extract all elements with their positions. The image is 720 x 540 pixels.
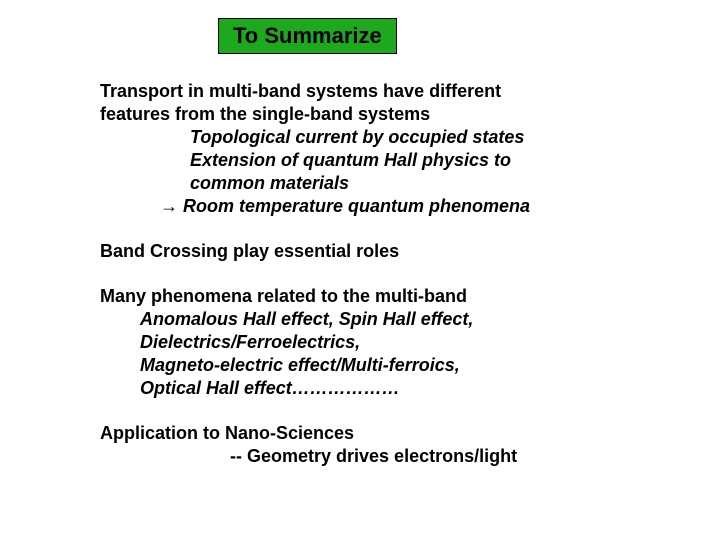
subline: Room temperature quantum phenomena (178, 196, 530, 216)
subline: -- Geometry drives electrons/light (100, 445, 660, 468)
subline: Magneto-electric effect/Multi-ferroics, (100, 354, 660, 377)
subline: Optical Hall effect……………… (100, 377, 660, 400)
subline: Extension of quantum Hall physics to (100, 149, 660, 172)
line: Many phenomena related to the multi-band (100, 285, 660, 308)
line: Application to Nano-Sciences (100, 422, 660, 445)
line: features from the single-band systems (100, 103, 660, 126)
subline: Anomalous Hall effect, Spin Hall effect, (100, 308, 660, 331)
title-box: To Summarize (218, 18, 397, 54)
arrow-icon: → (160, 196, 178, 216)
subline: common materials (100, 172, 660, 195)
subline: Topological current by occupied states (100, 126, 660, 149)
content-area: Transport in multi-band systems have dif… (100, 80, 660, 490)
block-band-crossing: Band Crossing play essential roles (100, 240, 660, 263)
title-text: To Summarize (233, 23, 382, 48)
block-phenomena: Many phenomena related to the multi-band… (100, 285, 660, 400)
arrow-line: → Room temperature quantum phenomena (100, 195, 660, 218)
line: Transport in multi-band systems have dif… (100, 80, 660, 103)
subline: Dielectrics/Ferroelectrics, (100, 331, 660, 354)
line: Band Crossing play essential roles (100, 240, 660, 263)
block-transport: Transport in multi-band systems have dif… (100, 80, 660, 218)
block-application: Application to Nano-Sciences -- Geometry… (100, 422, 660, 468)
